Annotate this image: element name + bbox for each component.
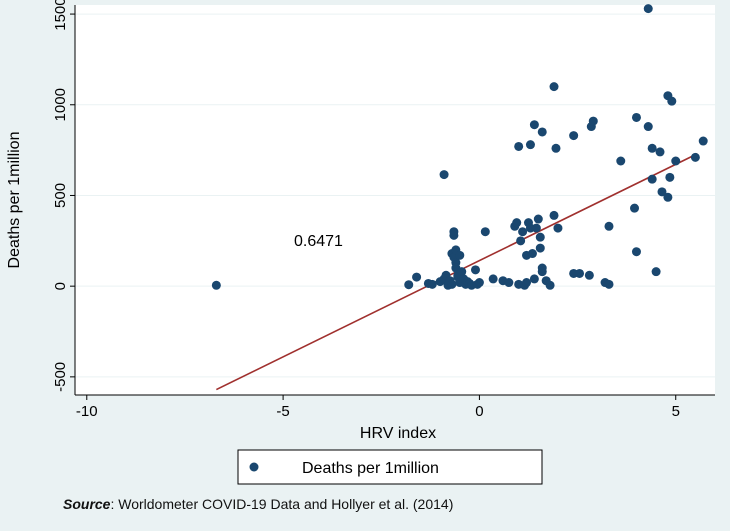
data-point xyxy=(643,122,653,132)
y-tick-label: -500 xyxy=(52,362,69,392)
data-point xyxy=(527,249,537,259)
data-point xyxy=(447,279,457,289)
correlation-annotation: 0.6471 xyxy=(294,233,343,250)
legend: Deaths per 1million xyxy=(237,449,543,485)
data-point xyxy=(535,243,545,253)
data-point xyxy=(529,120,539,130)
data-point xyxy=(412,272,422,282)
data-point xyxy=(553,223,563,233)
data-point xyxy=(643,4,653,14)
source-note: Source: Worldometer COVID-19 Data and Ho… xyxy=(63,496,453,512)
data-point xyxy=(584,270,594,280)
data-point xyxy=(211,280,221,290)
data-point xyxy=(470,265,480,275)
x-tick-label: 0 xyxy=(475,403,483,420)
data-point xyxy=(655,147,665,157)
data-point xyxy=(667,96,677,106)
data-point xyxy=(533,214,543,224)
data-point xyxy=(671,156,681,166)
data-point xyxy=(537,263,547,273)
data-point xyxy=(488,274,498,284)
data-point xyxy=(516,236,526,246)
data-point xyxy=(504,278,514,288)
data-point xyxy=(665,172,675,182)
data-point xyxy=(537,127,547,137)
data-point xyxy=(588,116,598,126)
data-point xyxy=(522,278,532,288)
data-point xyxy=(690,152,700,162)
y-tick-label: 0 xyxy=(52,282,69,290)
data-point xyxy=(457,267,467,277)
data-point xyxy=(604,221,614,231)
y-tick-label: 1000 xyxy=(52,88,69,121)
x-axis-label: HRV index xyxy=(360,425,436,442)
data-point xyxy=(549,82,559,92)
plot-area xyxy=(75,5,715,395)
data-point xyxy=(404,280,414,290)
x-tick-label: -10 xyxy=(76,403,98,420)
source-label: Source xyxy=(63,496,111,512)
data-point xyxy=(631,247,641,257)
data-point xyxy=(531,223,541,233)
data-point xyxy=(631,112,641,122)
data-point xyxy=(630,203,640,213)
data-point xyxy=(663,192,673,202)
data-point xyxy=(604,279,614,289)
data-point xyxy=(535,232,545,242)
y-tick-label: 500 xyxy=(52,183,69,208)
data-point xyxy=(518,227,528,237)
x-tick-label: 5 xyxy=(672,403,680,420)
x-tick-label: -5 xyxy=(276,403,289,420)
data-point xyxy=(439,170,449,180)
y-axis-label: Deaths per 1million xyxy=(6,132,23,269)
data-point xyxy=(569,131,579,141)
y-ticks: -500 0 500 1000 1500 xyxy=(52,0,75,392)
data-point xyxy=(474,278,484,288)
data-point xyxy=(657,187,667,197)
data-point xyxy=(545,280,555,290)
axes xyxy=(74,5,715,396)
data-point xyxy=(647,174,657,184)
data-point xyxy=(449,230,459,240)
legend-marker xyxy=(249,462,259,472)
data-point xyxy=(455,250,465,260)
data-point xyxy=(525,140,535,150)
data-point xyxy=(529,274,539,284)
legend-label: Deaths per 1million xyxy=(302,460,439,477)
x-ticks: -10 -5 0 5 xyxy=(76,395,680,420)
data-point xyxy=(427,279,437,289)
legend-box xyxy=(237,449,543,485)
data-point xyxy=(647,143,657,153)
data-point xyxy=(616,156,626,166)
source-text: : Worldometer COVID-19 Data and Hollyer … xyxy=(110,496,454,512)
data-point xyxy=(549,210,559,220)
scatter-chart: -10 -5 0 5 -500 0 500 1000 1500 HRV index Death… xyxy=(6,0,715,485)
data-point xyxy=(514,141,524,151)
data-point xyxy=(480,227,490,237)
data-point xyxy=(698,136,708,146)
y-tick-label: 1500 xyxy=(52,0,69,31)
data-point xyxy=(551,143,561,153)
data-point xyxy=(651,267,661,277)
data-point xyxy=(512,218,522,228)
data-points xyxy=(211,4,708,290)
data-point xyxy=(575,268,585,278)
